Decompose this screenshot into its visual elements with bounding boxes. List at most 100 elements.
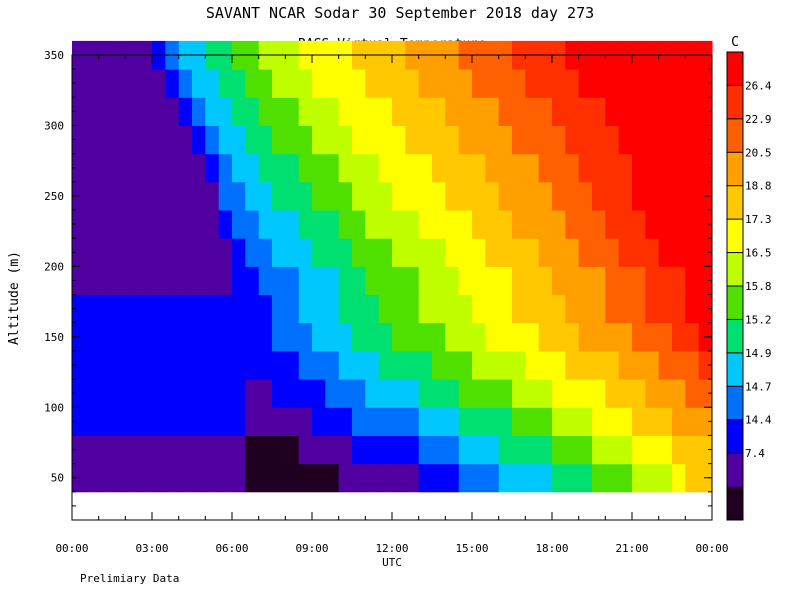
heatmap-cell: [672, 379, 686, 408]
heatmap-cell: [165, 97, 180, 126]
heatmap-cell: [432, 69, 446, 98]
heatmap-cell: [178, 266, 193, 296]
heatmap-cell: [658, 463, 673, 493]
heatmap-cell: [285, 350, 300, 380]
y-axis-label: Altitude (m): [7, 251, 22, 345]
heatmap-cell: [165, 266, 180, 296]
heatmap-cell: [165, 238, 180, 267]
heatmap-cell: [685, 153, 700, 183]
heatmap-cell: [98, 407, 113, 436]
heatmap-cell: [458, 350, 473, 380]
heatmap-cell: [658, 435, 673, 465]
heatmap-cell: [618, 407, 633, 436]
heatmap-cell: [552, 153, 566, 183]
heatmap-cell: [592, 210, 606, 239]
heatmap-cell: [432, 266, 446, 296]
heatmap-cell: [592, 294, 606, 324]
heatmap-cell: [645, 322, 660, 352]
heatmap-cell: [365, 294, 380, 324]
heatmap-cell: [272, 350, 286, 380]
x-tick-label: 00:00: [55, 542, 88, 555]
heatmap-cell: [232, 435, 246, 465]
heatmap-cell: [632, 350, 646, 380]
heatmap-cell: [285, 463, 300, 493]
heatmap-cell: [112, 125, 126, 155]
colorbar-swatch: [727, 419, 743, 454]
heatmap-cell: [605, 350, 620, 380]
heatmap-cell: [285, 322, 300, 352]
heatmap-cell: [618, 435, 633, 465]
heatmap-cell: [312, 69, 326, 98]
heatmap-cell: [258, 407, 273, 436]
heatmap-cell: [192, 153, 206, 183]
heatmap-cell: [232, 407, 246, 436]
heatmap-cell: [365, 407, 380, 436]
heatmap-cell: [552, 379, 566, 408]
heatmap-cell: [525, 153, 540, 183]
heatmap-cell: [378, 350, 393, 380]
heatmap-cell: [672, 69, 686, 98]
heatmap-cell: [298, 379, 313, 408]
y-tick-label: 250: [44, 190, 64, 203]
heatmap-cell: [472, 435, 486, 465]
x-tick-label: 03:00: [135, 542, 168, 555]
heatmap-cell: [325, 210, 340, 239]
heatmap-cell: [578, 97, 593, 126]
heatmap-cell: [338, 350, 353, 380]
heatmap-cell: [338, 407, 353, 436]
heatmap-cell: [192, 266, 206, 296]
heatmap-cell: [525, 294, 540, 324]
heatmap-cell: [645, 153, 660, 183]
heatmap-cell: [405, 294, 420, 324]
heatmap-cell: [205, 125, 220, 155]
heatmap-cell: [485, 435, 500, 465]
heatmap-cell: [485, 463, 500, 493]
heatmap-cell: [205, 238, 220, 267]
heatmap-cell: [632, 322, 646, 352]
heatmap-cell: [85, 435, 100, 465]
heatmap-cell: [98, 238, 113, 267]
heatmap-cell: [485, 266, 500, 296]
heatmap-cell: [112, 69, 126, 98]
heatmap-cell: [552, 463, 566, 493]
heatmap-cell: [685, 294, 700, 324]
heatmap-cell: [125, 294, 140, 324]
heatmap-cell: [618, 210, 633, 239]
heatmap-cell: [112, 463, 126, 493]
heatmap-cell: [672, 322, 686, 352]
heatmap-cell: [405, 69, 420, 98]
heatmap-cell: [472, 322, 486, 352]
heatmap-cell: [498, 435, 513, 465]
heatmap-cell: [645, 181, 660, 211]
heatmap-cell: [312, 125, 326, 155]
heatmap-cell: [645, 266, 660, 296]
heatmap-cell: [418, 379, 433, 408]
heatmap-cell: [445, 266, 460, 296]
heatmap-cell: [485, 97, 500, 126]
heatmap-cell: [485, 69, 500, 98]
heatmap-cell: [298, 266, 313, 296]
heatmap-cell: [298, 238, 313, 267]
heatmap-cell: [565, 238, 580, 267]
heatmap-cell: [458, 97, 473, 126]
heatmap-cell: [125, 322, 140, 352]
heatmap-cell: [85, 181, 100, 211]
heatmap-cell: [698, 238, 713, 267]
heatmap-cell: [72, 435, 86, 465]
heatmap-cell: [378, 97, 393, 126]
heatmap-cell: [632, 97, 646, 126]
heatmap-cell: [698, 69, 713, 98]
heatmap-cell: [592, 463, 606, 493]
heatmap-cell: [645, 238, 660, 267]
heatmap-cell: [205, 69, 220, 98]
heatmap-cell: [325, 181, 340, 211]
heatmap-cell: [112, 153, 126, 183]
colorbar-swatch: [727, 286, 743, 320]
chart-title: SAVANT NCAR Sodar 30 September 2018 day …: [206, 4, 594, 22]
heatmap-cell: [138, 407, 153, 436]
heatmap-cell: [685, 97, 700, 126]
heatmap-cell: [312, 463, 326, 493]
heatmap-cell: [645, 69, 660, 98]
heatmap-cell: [125, 69, 140, 98]
heatmap-cell: [205, 294, 220, 324]
